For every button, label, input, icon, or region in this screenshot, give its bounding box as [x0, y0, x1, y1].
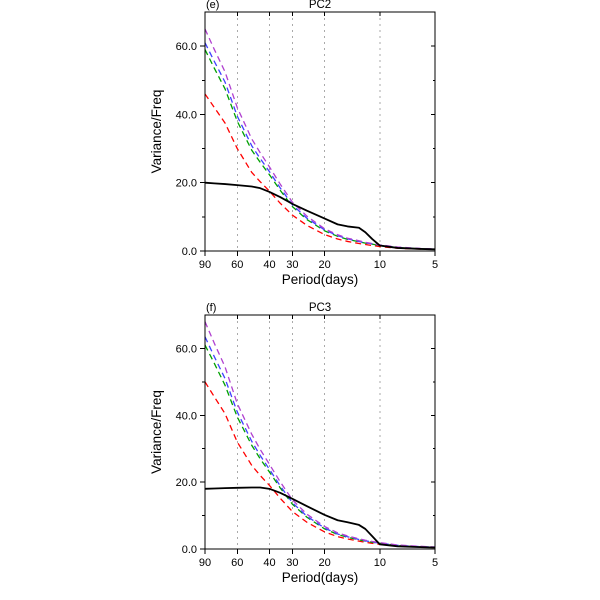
y-tick-label: 40.0: [176, 109, 197, 121]
plot-box: [204, 314, 436, 550]
y-tick-label: 60.0: [176, 41, 197, 53]
panel-pc2: 90 60 40 30 20 10 5 0.0 20.0 40.0 60.0 (e) PC2 Period…: [149, 0, 438, 287]
x-axis-label: Period(days): [282, 570, 359, 585]
x-tick-label: 40: [263, 259, 275, 271]
y-tick-label: 0.0: [182, 544, 197, 556]
x-axis-label: Period(days): [282, 272, 359, 287]
x-tick-label: 20: [319, 259, 331, 271]
y-tick-label: 20.0: [176, 477, 197, 489]
x-tick-label: 20: [319, 557, 331, 569]
y-tick-label: 60.0: [176, 343, 197, 355]
series-dashed-blue-line: [204, 336, 436, 548]
panel-title: PC2: [309, 0, 331, 11]
y-axis-label: Variance/Freq: [149, 90, 164, 174]
y-tick-label: 40.0: [176, 410, 197, 422]
x-tick-label: 90: [199, 557, 211, 569]
x-tick-label: 10: [374, 259, 386, 271]
y-tick-label: 20.0: [176, 178, 197, 190]
panel-label: (f): [206, 302, 216, 314]
x-tick-label: 5: [432, 259, 438, 271]
x-tick-label: 90: [199, 259, 211, 271]
series-spectrum-black-line: [204, 181, 436, 251]
plot-box: [204, 11, 436, 252]
x-tick-label: 40: [263, 557, 275, 569]
series-spectrum-black-line: [204, 486, 436, 549]
x-tick-label: 60: [231, 259, 243, 271]
panel-label: (e): [206, 0, 219, 11]
x-tick-label: 30: [286, 557, 298, 569]
y-axis-label: Variance/Freq: [149, 390, 164, 474]
x-tick-label: 60: [231, 557, 243, 569]
x-tick-label: 30: [286, 259, 298, 271]
series-dashed-green-line: [204, 49, 436, 250]
series-dashed-red-line: [204, 93, 436, 251]
y-tick-label: 0.0: [182, 246, 197, 258]
series-dashed-blue-line: [204, 42, 436, 250]
x-tick-label: 10: [374, 557, 386, 569]
panel-title: PC3: [309, 302, 331, 314]
x-tick-label: 5: [432, 557, 438, 569]
series-dashed-purple-line: [204, 321, 436, 548]
panel-pc3: 90 60 40 30 20 10 5 0.0 20.0 40.0 60.0 (f) PC3 Period…: [149, 302, 438, 585]
series-dashed-green-line: [204, 344, 436, 548]
